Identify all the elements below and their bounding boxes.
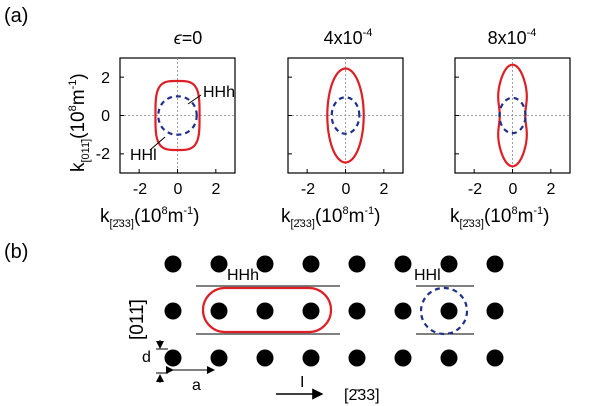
plot1-xtick-0: 0 <box>174 181 183 198</box>
lattice-dot <box>164 349 182 367</box>
lattice-dot <box>210 255 228 273</box>
lattice-dot <box>440 349 458 367</box>
lattice-dot <box>210 302 228 320</box>
plot1-xtick-2: 2 <box>212 181 221 198</box>
lattice-a-label: a <box>192 377 201 394</box>
plot1-ytick-2: 2 <box>101 70 110 87</box>
lattice-dot <box>348 349 366 367</box>
hhh-label: HHh <box>227 267 259 284</box>
plot1-ytick-0: 0 <box>101 108 110 125</box>
plot2-xtick-0: 0 <box>342 181 351 198</box>
plot2-xlabel: k[2̄33](108m-1) <box>281 205 381 230</box>
hhh-contour <box>201 286 333 334</box>
lattice-dot <box>394 349 412 367</box>
plot3-xtick-0: 0 <box>509 181 518 198</box>
plot1-xlabel: k[2̄33](108m-1) <box>100 205 200 230</box>
plot2-title: 4x10-4 <box>324 27 373 48</box>
lattice-dot <box>440 302 458 320</box>
contour-plot-3: 8x10-4 -2 0 2 k[2̄33](108m-1) <box>450 27 571 230</box>
lattice-dot <box>440 255 458 273</box>
plot3-contours <box>455 58 570 173</box>
lattice-x-direction-label: [2̄33] <box>344 387 380 404</box>
lattice-dot <box>210 349 228 367</box>
lattice-dot <box>486 302 504 320</box>
lattice-dot <box>348 255 366 273</box>
lattice-dot <box>164 302 182 320</box>
lattice-dot <box>394 302 412 320</box>
plot2-contour-outer <box>326 67 365 164</box>
plot1-xtick-neg2: -2 <box>133 181 147 198</box>
plot2-xtick-neg2: -2 <box>301 181 315 198</box>
lattice-dot <box>394 255 412 273</box>
lattice-dots <box>164 255 504 367</box>
lattice-dot <box>302 349 320 367</box>
panel-a-label: (a) <box>4 5 28 27</box>
lattice-dot <box>486 255 504 273</box>
plot3-xtick-neg2: -2 <box>468 181 482 198</box>
lattice-d-label: d <box>142 349 151 366</box>
plot3-contour-inner <box>498 96 527 135</box>
plot2-xtick-2: 2 <box>380 181 389 198</box>
plot2-contours <box>288 58 403 173</box>
lattice-dot <box>256 349 274 367</box>
panel-b-label: (b) <box>4 241 28 263</box>
current-label: I <box>300 374 304 391</box>
plot2-contour-inner <box>330 96 361 135</box>
contour-plot-1: ϵ=0 2 0 -2 -2 0 2 k[011̄](108m-1) k[2̄33… <box>67 28 236 230</box>
plot1-title: ϵ=0 <box>174 28 202 48</box>
lattice-dot <box>302 255 320 273</box>
plot1-ylabel: k[011̄](108m-1) <box>67 73 92 172</box>
hhl-label: HHl <box>414 267 441 284</box>
lattice-dot <box>256 302 274 320</box>
lattice-diagram: HHh HHl [011̄] d a I [2̄33] <box>127 255 504 404</box>
plot1-contours <box>120 58 235 173</box>
plot1-contour-outer <box>154 79 201 152</box>
plot1-annotation-hhl: HHl <box>130 147 157 164</box>
plot1-annotation-hhl-leader <box>149 136 166 151</box>
contour-plot-2: 4x10-4 -2 0 2 k[2̄33](108m-1) <box>281 27 404 230</box>
plot3-xlabel: k[2̄33](108m-1) <box>450 205 550 230</box>
lattice-dot <box>164 255 182 273</box>
lattice-dot <box>486 349 504 367</box>
hhl-contour <box>419 286 469 336</box>
lattice-dot <box>302 302 320 320</box>
lattice-y-direction-label: [011̄] <box>127 299 148 340</box>
plot3-xtick-2: 2 <box>547 181 556 198</box>
lattice-dot <box>256 255 274 273</box>
plot1-annotation-hhh: HHh <box>203 84 235 101</box>
plot3-title: 8x10-4 <box>488 27 537 48</box>
lattice-dot <box>348 302 366 320</box>
plot1-contour-inner <box>157 95 198 136</box>
plot1-ytick-neg2: -2 <box>96 146 110 163</box>
plot1-annotation-hhh-leader <box>187 94 202 105</box>
